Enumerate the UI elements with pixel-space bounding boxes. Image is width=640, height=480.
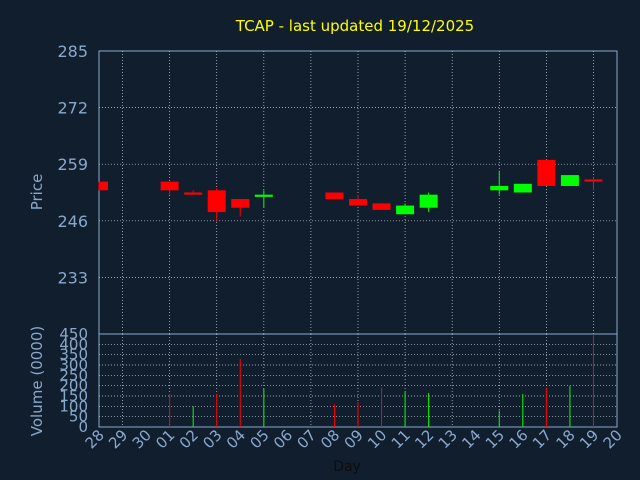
x-tick-label: 20: [600, 426, 626, 452]
x-tick-label: 02: [176, 426, 202, 452]
x-tick-label: 08: [317, 426, 343, 452]
candle-body: [160, 181, 179, 191]
x-tick-label: 03: [199, 426, 225, 452]
volume-tick-label: 400: [59, 335, 88, 353]
x-tick-label: 17: [529, 426, 555, 452]
x-tick-label: 30: [129, 426, 155, 452]
candle-body: [254, 194, 273, 197]
volume-tick-label: 250: [59, 366, 88, 384]
volume-tick-label: 450: [59, 325, 88, 343]
volume-tick-label: 100: [59, 397, 88, 415]
x-tick-label: 10: [364, 426, 390, 452]
candle-body: [349, 199, 367, 206]
volume-tick-label: 300: [59, 356, 88, 374]
x-tick-label: 29: [105, 426, 131, 452]
candle-body: [490, 185, 509, 191]
price-axis-label: Price: [28, 174, 46, 211]
x-tick-label: 05: [246, 426, 272, 452]
volume-axis-label: Volume (0000): [28, 326, 46, 436]
x-axis-label: Day: [333, 459, 361, 475]
candle-body: [513, 183, 532, 193]
volume-tick-label: 350: [59, 346, 88, 364]
candle-body: [325, 192, 344, 200]
x-tick-label: 12: [411, 426, 437, 452]
candle-body: [419, 194, 438, 208]
price-tick-label: 246: [57, 212, 88, 231]
volume-tick-label: 200: [59, 377, 88, 395]
volume-tick-label: 50: [69, 408, 88, 426]
candle-body: [231, 199, 250, 208]
x-tick-label: 01: [152, 426, 178, 452]
candle-body: [560, 175, 579, 186]
x-tick-label: 14: [458, 426, 484, 452]
candle-body: [99, 181, 108, 191]
price-tick-label: 285: [57, 42, 88, 61]
volume-tick-label: 0: [78, 418, 88, 436]
x-tick-label: 04: [223, 426, 249, 452]
candle-body: [396, 205, 415, 215]
price-tick-label: 233: [57, 268, 88, 287]
chart-title: TCAP - last updated 19/12/2025: [235, 17, 474, 35]
volume-panel: 0501001502002503003504004502829300102030…: [59, 325, 625, 452]
x-tick-label: 07: [294, 426, 320, 452]
price-tick-label: 272: [57, 99, 88, 118]
candle-body: [184, 192, 203, 195]
x-tick-label: 06: [270, 426, 296, 452]
price-panel: 233 246 259 272 285: [57, 42, 618, 335]
x-tick-label: 16: [505, 426, 531, 452]
candle-body: [537, 159, 556, 186]
x-tick-label: 18: [553, 426, 579, 452]
candle-body: [584, 179, 603, 182]
volume-tick-label: 150: [59, 387, 88, 405]
candle-body: [207, 190, 226, 213]
x-tick-label: 19: [576, 426, 602, 452]
price-tick-label: 259: [57, 155, 88, 174]
x-tick-label: 15: [482, 426, 508, 452]
candle-body: [372, 203, 391, 210]
x-tick-label: 11: [388, 426, 414, 452]
x-tick-label: 13: [435, 426, 461, 452]
x-tick-label: 09: [341, 426, 367, 452]
